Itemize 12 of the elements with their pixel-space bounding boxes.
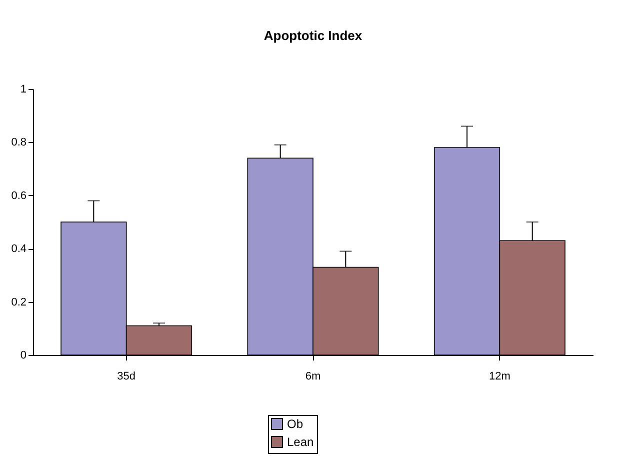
chart-title: Apoptotic Index [264,28,363,43]
x-tick-label: 35d [117,370,136,382]
legend-label: Lean [287,435,314,449]
y-tick-label: 0.6 [11,190,26,202]
y-tick-label: 0.2 [11,296,26,308]
y-tick-label: 0 [20,350,26,362]
y-tick-label: 1 [20,84,26,96]
y-tick-label: 0.8 [11,136,26,149]
x-tick-label: 12m [488,370,510,382]
y-tick-label: 0.4 [11,243,26,256]
x-tick-label: 6m [305,370,321,382]
legend-label: Ob [287,417,304,431]
